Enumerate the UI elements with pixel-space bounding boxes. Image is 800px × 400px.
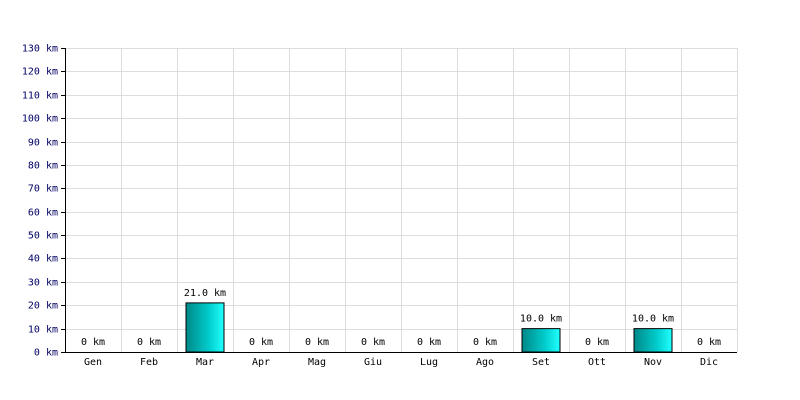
x-tick-label: Lug <box>420 357 438 368</box>
x-tick-label: Nov <box>644 357 662 368</box>
y-tick-label: 10 km <box>28 325 58 336</box>
value-label: 0 km <box>137 337 161 348</box>
y-tick-label: 0 km <box>34 348 58 359</box>
value-label: 0 km <box>585 337 609 348</box>
value-label: 0 km <box>473 337 497 348</box>
bar <box>521 328 561 353</box>
y-tick-label: 120 km <box>22 67 58 78</box>
x-tick-label: Dic <box>700 357 718 368</box>
y-tick-label: 40 km <box>28 254 58 265</box>
value-label: 0 km <box>697 337 721 348</box>
value-label: 21.0 km <box>184 288 226 299</box>
y-tick-label: 100 km <box>22 114 58 125</box>
value-label: 0 km <box>81 337 105 348</box>
x-tick-label: Feb <box>140 357 158 368</box>
y-tick-label: 110 km <box>22 91 58 102</box>
y-tick-label: 20 km <box>28 301 58 312</box>
y-tick-label: 30 km <box>28 278 58 289</box>
x-tick-label: Giu <box>364 357 382 368</box>
y-tick-label: 60 km <box>28 208 58 219</box>
value-label: 0 km <box>361 337 385 348</box>
y-tick-label: 80 km <box>28 161 58 172</box>
y-tick-label: 90 km <box>28 138 58 149</box>
x-tick-label: Ago <box>476 357 494 368</box>
value-label: 10.0 km <box>520 314 562 325</box>
y-tick-label: 50 km <box>28 231 58 242</box>
value-label: 0 km <box>417 337 441 348</box>
value-label: 0 km <box>249 337 273 348</box>
value-label: 0 km <box>305 337 329 348</box>
bar <box>633 328 673 353</box>
x-tick-label: Mar <box>196 357 214 368</box>
x-tick-label: Mag <box>308 357 326 368</box>
bar <box>185 302 225 353</box>
x-tick-label: Apr <box>252 357 270 368</box>
y-tick-label: 70 km <box>28 184 58 195</box>
value-label: 10.0 km <box>632 314 674 325</box>
x-tick-label: Gen <box>84 357 102 368</box>
x-tick-label: Set <box>532 357 550 368</box>
x-tick-label: Ott <box>588 357 606 368</box>
y-tick-label: 130 km <box>22 44 58 55</box>
